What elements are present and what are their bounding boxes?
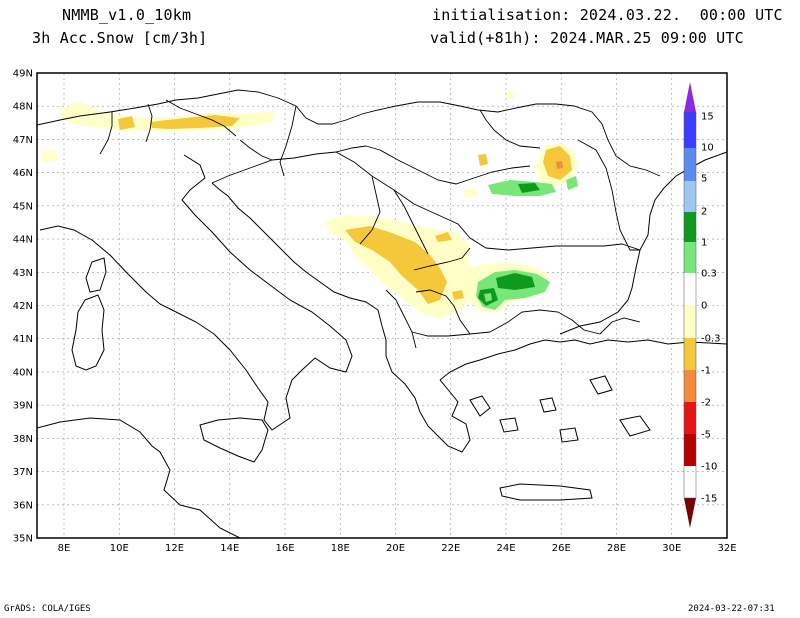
lat-label: 36N bbox=[13, 500, 33, 511]
colorbar-segment bbox=[684, 212, 696, 242]
colorbar: 15 10 5 2 1 0.3 0 -0.3 -1 -2 -5 -10 -15 bbox=[683, 82, 721, 528]
lat-label: 38N bbox=[13, 434, 33, 445]
lon-label: 30E bbox=[662, 543, 681, 554]
map-frame bbox=[36, 72, 728, 539]
lon-label: 14E bbox=[220, 543, 239, 554]
colorbar-frame bbox=[683, 111, 697, 499]
colorbar-segment bbox=[684, 273, 696, 305]
lon-label: 22E bbox=[441, 543, 460, 554]
colorbar-segment bbox=[684, 434, 696, 466]
colorbar-label: 10 bbox=[701, 143, 714, 154]
valid-time: valid(+81h): 2024.MAR.25 09:00 UTC bbox=[430, 29, 744, 47]
colorbar-label: 0 bbox=[701, 301, 707, 312]
colorbar-segment bbox=[684, 370, 696, 402]
field-title: 3h Acc.Snow [cm/3h] bbox=[32, 29, 208, 47]
colorbar-segment bbox=[684, 112, 696, 148]
colorbar-segment bbox=[684, 242, 696, 273]
colorbar-top-arrow bbox=[684, 82, 696, 112]
latitude-labels: 49N 48N 47N 46N 45N 44N 43N 42N 41N 40N 39N 38N 37N 3… bbox=[13, 69, 33, 545]
model-title: NMMB_v1.0_10km bbox=[62, 6, 192, 24]
colorbar-label: 5 bbox=[701, 174, 707, 185]
init-time: initialisation: 2024.03.22. 00:00 UTC bbox=[432, 6, 783, 24]
lon-label: 26E bbox=[552, 543, 571, 554]
lon-label: 32E bbox=[717, 543, 736, 554]
colorbar-segment bbox=[684, 148, 696, 181]
colorbar-label: 0.3 bbox=[701, 269, 717, 280]
colorbar-segment bbox=[684, 181, 696, 212]
lat-label: 43N bbox=[13, 268, 33, 279]
snow-field bbox=[40, 90, 578, 318]
lat-label: 35N bbox=[13, 534, 33, 545]
lat-label: 41N bbox=[13, 334, 33, 345]
lon-label: 20E bbox=[386, 543, 405, 554]
colorbar-label: -1 bbox=[701, 366, 711, 377]
colorbar-label: -15 bbox=[701, 494, 717, 505]
lon-label: 8E bbox=[58, 543, 71, 554]
lat-label: 44N bbox=[13, 235, 33, 246]
colorbar-segment bbox=[684, 338, 696, 370]
lon-label: 10E bbox=[110, 543, 129, 554]
lon-label: 18E bbox=[331, 543, 350, 554]
colorbar-segment bbox=[684, 402, 696, 434]
lat-label: 49N bbox=[13, 69, 33, 80]
lat-label: 46N bbox=[13, 168, 33, 179]
lon-label: 16E bbox=[275, 543, 294, 554]
lat-label: 42N bbox=[13, 301, 33, 312]
colorbar-label: 2 bbox=[701, 207, 707, 218]
lat-label: 45N bbox=[13, 201, 33, 212]
coastlines bbox=[37, 151, 727, 538]
colorbar-segment bbox=[684, 305, 696, 338]
colorbar-bottom-arrow bbox=[684, 498, 696, 528]
colorbar-label: 1 bbox=[701, 238, 707, 249]
colorbar-label: -5 bbox=[701, 430, 711, 441]
colorbar-label: 15 bbox=[701, 112, 714, 123]
lat-label: 37N bbox=[13, 467, 33, 478]
colorbar-label: -2 bbox=[701, 398, 711, 409]
lon-label: 28E bbox=[607, 543, 626, 554]
lon-label: 12E bbox=[165, 543, 184, 554]
lat-label: 47N bbox=[13, 135, 33, 146]
generated-timestamp: 2024-03-22-07:31 bbox=[688, 604, 775, 614]
borders bbox=[37, 89, 661, 349]
lat-label: 39N bbox=[13, 401, 33, 412]
lat-label: 40N bbox=[13, 367, 33, 378]
colorbar-label: -0.3 bbox=[701, 334, 721, 345]
colorbar-label: -10 bbox=[701, 462, 717, 473]
credit-label: GrADS: COLA/IGES bbox=[4, 604, 91, 614]
longitude-labels: 8E 10E 12E 14E 16E 18E 20E 22E 24E 26E 28E 30E 32E bbox=[58, 543, 737, 554]
lat-label: 48N bbox=[13, 102, 33, 113]
lon-label: 24E bbox=[496, 543, 515, 554]
